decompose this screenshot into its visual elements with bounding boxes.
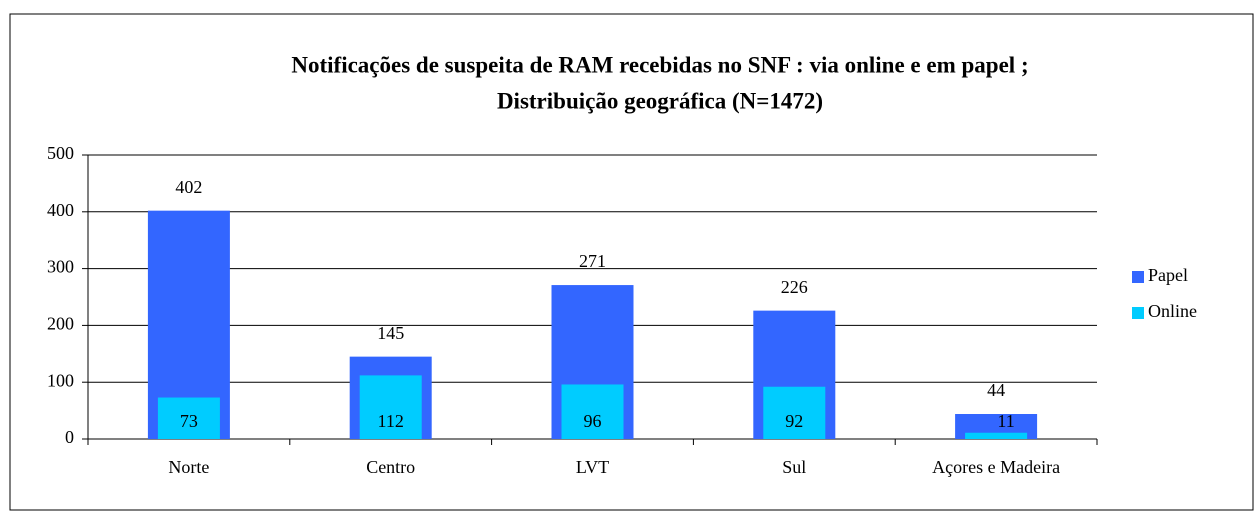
data-label: 145: [377, 323, 404, 343]
bar: [763, 386, 826, 439]
data-label: 226: [781, 277, 808, 297]
legend-swatch: [1132, 307, 1144, 319]
y-tick-label: 0: [65, 427, 74, 447]
bar: [359, 375, 422, 439]
legend-label: Online: [1148, 301, 1197, 321]
legend-swatch: [1132, 271, 1144, 283]
bar: [965, 432, 1028, 439]
data-label: 92: [785, 411, 803, 431]
chart-title: Distribuição geográfica (N=1472): [497, 88, 823, 113]
x-tick-label: LVT: [576, 457, 609, 477]
data-label: 271: [579, 251, 606, 271]
x-tick-label: Sul: [782, 457, 806, 477]
data-label: 73: [180, 411, 198, 431]
data-label: 11: [997, 411, 1014, 431]
data-label: 96: [584, 411, 602, 431]
bar: [157, 397, 220, 439]
bar: [561, 384, 624, 439]
legend-label: Papel: [1148, 265, 1188, 285]
data-label: 402: [175, 177, 202, 197]
x-tick-label: Centro: [366, 457, 415, 477]
y-tick-label: 300: [47, 257, 74, 277]
data-label: 44: [987, 380, 1005, 400]
y-tick-label: 500: [47, 143, 74, 163]
data-label: 112: [378, 411, 404, 431]
y-tick-label: 100: [47, 370, 74, 390]
chart-title: Notificações de suspeita de RAM recebida…: [291, 52, 1028, 77]
x-tick-label: Açores e Madeira: [932, 457, 1060, 477]
y-tick-label: 400: [47, 200, 74, 220]
x-tick-label: Norte: [168, 457, 209, 477]
y-tick-label: 200: [47, 314, 74, 334]
